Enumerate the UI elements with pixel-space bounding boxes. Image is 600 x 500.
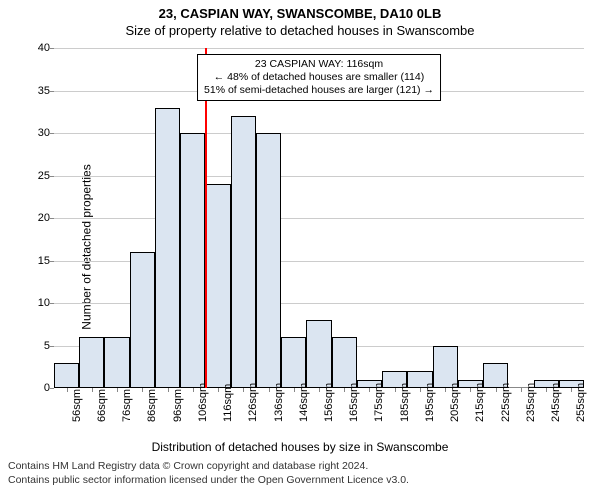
x-tick-mark bbox=[294, 388, 295, 392]
y-tick-mark bbox=[50, 346, 54, 347]
x-tick-mark bbox=[445, 388, 446, 392]
histogram-bar bbox=[256, 133, 281, 388]
histogram-bar bbox=[104, 337, 129, 388]
chart-area: Number of detached properties 0510152025… bbox=[0, 38, 600, 456]
annotation-line2: ← 48% of detached houses are smaller (11… bbox=[204, 71, 434, 84]
x-axis-label: Distribution of detached houses by size … bbox=[0, 440, 600, 454]
histogram-bar bbox=[231, 116, 256, 388]
histogram-bar bbox=[54, 363, 79, 389]
x-tick-label: 195sqm bbox=[424, 383, 436, 422]
x-tick-mark bbox=[117, 388, 118, 392]
histogram-bar bbox=[180, 133, 205, 388]
histogram-bar bbox=[155, 108, 180, 389]
gridline bbox=[54, 176, 584, 177]
y-tick-label: 40 bbox=[26, 42, 50, 54]
y-tick-label: 0 bbox=[26, 382, 50, 394]
histogram-bar bbox=[433, 346, 458, 389]
x-tick-mark bbox=[496, 388, 497, 392]
histogram-bar bbox=[332, 337, 357, 388]
x-tick-label: 146sqm bbox=[298, 383, 310, 422]
footer-line1: Contains HM Land Registry data © Crown c… bbox=[8, 460, 592, 474]
x-tick-mark bbox=[168, 388, 169, 392]
x-tick-label: 136sqm bbox=[273, 383, 285, 422]
y-tick-mark bbox=[50, 91, 54, 92]
x-tick-label: 126sqm bbox=[247, 383, 259, 422]
histogram-bar bbox=[79, 337, 104, 388]
gridline bbox=[54, 48, 584, 49]
x-tick-label: 255sqm bbox=[575, 383, 587, 422]
x-tick-mark bbox=[369, 388, 370, 392]
x-tick-mark bbox=[92, 388, 93, 392]
x-tick-mark bbox=[470, 388, 471, 392]
gridline bbox=[54, 218, 584, 219]
x-tick-label: 86sqm bbox=[146, 389, 158, 422]
y-tick-mark bbox=[50, 261, 54, 262]
x-tick-label: 235sqm bbox=[525, 383, 537, 422]
x-tick-mark bbox=[344, 388, 345, 392]
histogram-bar bbox=[281, 337, 306, 388]
y-tick-mark bbox=[50, 133, 54, 134]
y-tick-label: 20 bbox=[26, 212, 50, 224]
x-tick-mark bbox=[218, 388, 219, 392]
y-tick-mark bbox=[50, 48, 54, 49]
x-tick-mark bbox=[319, 388, 320, 392]
x-tick-mark bbox=[395, 388, 396, 392]
x-tick-label: 76sqm bbox=[121, 389, 133, 422]
plot-region: 051015202530354056sqm66sqm76sqm86sqm96sq… bbox=[54, 48, 584, 388]
title-subtitle: Size of property relative to detached ho… bbox=[0, 23, 600, 38]
histogram-bar bbox=[306, 320, 331, 388]
x-tick-label: 106sqm bbox=[197, 383, 209, 422]
title-address: 23, CASPIAN WAY, SWANSCOMBE, DA10 0LB bbox=[0, 6, 600, 21]
histogram-bar bbox=[130, 252, 155, 388]
x-tick-mark bbox=[571, 388, 572, 392]
footer-line2: Contains public sector information licen… bbox=[8, 474, 592, 488]
x-tick-label: 215sqm bbox=[474, 383, 486, 422]
gridline bbox=[54, 133, 584, 134]
x-tick-label: 156sqm bbox=[323, 383, 335, 422]
y-tick-label: 5 bbox=[26, 340, 50, 352]
footer: Contains HM Land Registry data © Crown c… bbox=[0, 456, 600, 487]
annotation-box: 23 CASPIAN WAY: 116sqm ← 48% of detached… bbox=[197, 54, 441, 101]
y-tick-label: 10 bbox=[26, 297, 50, 309]
x-tick-mark bbox=[269, 388, 270, 392]
x-tick-mark bbox=[243, 388, 244, 392]
x-tick-label: 225sqm bbox=[500, 383, 512, 422]
y-tick-label: 30 bbox=[26, 127, 50, 139]
x-tick-mark bbox=[521, 388, 522, 392]
x-tick-label: 205sqm bbox=[449, 383, 461, 422]
x-tick-mark bbox=[142, 388, 143, 392]
x-tick-label: 96sqm bbox=[172, 389, 184, 422]
x-tick-label: 245sqm bbox=[550, 383, 562, 422]
chart-titles: 23, CASPIAN WAY, SWANSCOMBE, DA10 0LB Si… bbox=[0, 0, 600, 38]
y-tick-mark bbox=[50, 176, 54, 177]
x-tick-mark bbox=[193, 388, 194, 392]
annotation-line3: 51% of semi-detached houses are larger (… bbox=[204, 84, 434, 97]
y-tick-label: 35 bbox=[26, 85, 50, 97]
x-tick-label: 56sqm bbox=[71, 389, 83, 422]
y-tick-label: 25 bbox=[26, 170, 50, 182]
y-tick-label: 15 bbox=[26, 255, 50, 267]
x-tick-label: 165sqm bbox=[348, 383, 360, 422]
x-tick-label: 175sqm bbox=[373, 383, 385, 422]
y-tick-mark bbox=[50, 218, 54, 219]
x-tick-mark bbox=[546, 388, 547, 392]
x-tick-mark bbox=[420, 388, 421, 392]
x-tick-mark bbox=[67, 388, 68, 392]
histogram-bar bbox=[205, 184, 230, 388]
x-tick-label: 116sqm bbox=[222, 384, 234, 422]
x-tick-label: 66sqm bbox=[96, 389, 108, 422]
y-tick-mark bbox=[50, 388, 54, 389]
x-tick-label: 185sqm bbox=[399, 383, 411, 422]
annotation-line1: 23 CASPIAN WAY: 116sqm bbox=[204, 58, 434, 71]
y-tick-mark bbox=[50, 303, 54, 304]
